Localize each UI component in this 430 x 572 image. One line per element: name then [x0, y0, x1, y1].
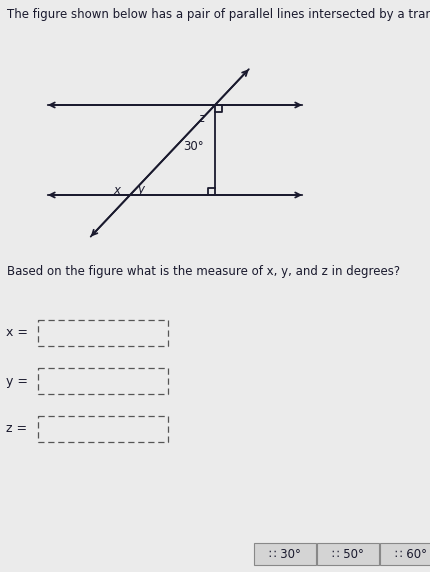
Text: 30°: 30° — [182, 141, 203, 153]
Text: z: z — [197, 113, 203, 125]
Bar — [38, 416, 168, 442]
Bar — [38, 320, 168, 346]
Bar — [316, 543, 378, 565]
Text: ∷ 30°: ∷ 30° — [268, 547, 300, 561]
Text: ∷ 60°: ∷ 60° — [394, 547, 426, 561]
Bar — [38, 368, 168, 394]
Bar — [379, 543, 430, 565]
Text: y =: y = — [6, 375, 28, 387]
Text: x =: x = — [6, 327, 28, 340]
Text: x: x — [113, 184, 120, 197]
Text: y: y — [137, 184, 144, 197]
Text: ∷ 50°: ∷ 50° — [331, 547, 363, 561]
Text: Based on the figure what is the measure of x, y, and z in degrees?: Based on the figure what is the measure … — [7, 265, 399, 278]
Bar — [253, 543, 315, 565]
Text: z =: z = — [6, 423, 27, 435]
Text: The figure shown below has a pair of parallel lines intersected by a transv: The figure shown below has a pair of par… — [7, 8, 430, 21]
